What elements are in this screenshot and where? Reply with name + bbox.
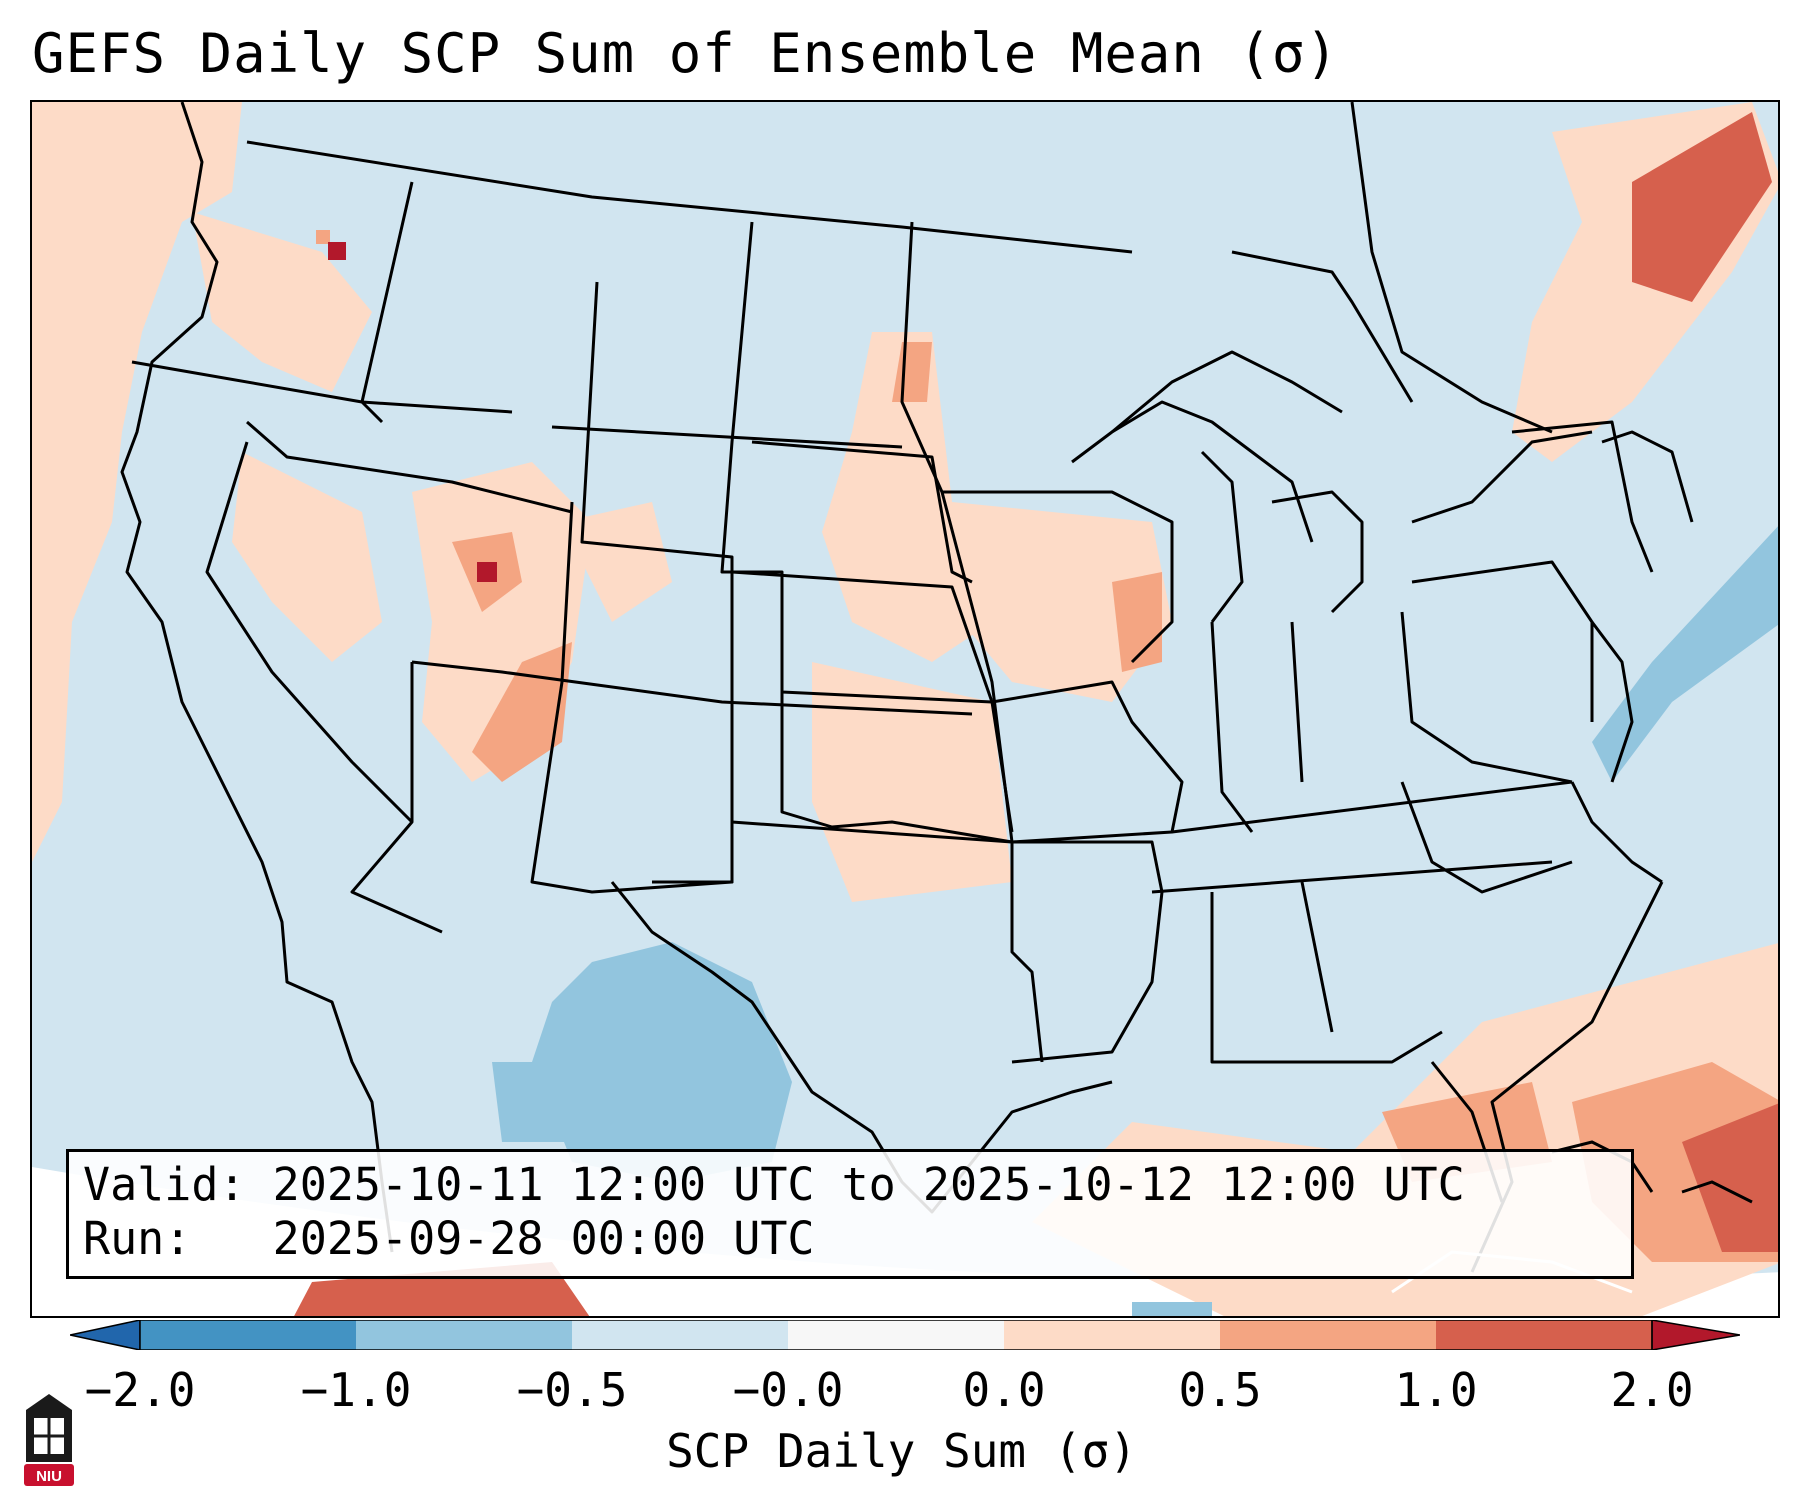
colorbar-bin-4 bbox=[788, 1320, 1004, 1350]
colorbar-bin-7 bbox=[1436, 1320, 1652, 1350]
kansas-oklahoma-anomaly bbox=[812, 662, 1012, 902]
wyoming-anomaly bbox=[562, 502, 672, 622]
oklahoma-border bbox=[780, 692, 1013, 844]
washington-anomaly-mid bbox=[316, 230, 330, 244]
map-frame bbox=[30, 100, 1780, 1318]
page-title: GEFS Daily SCP Sum of Ensemble Mean (σ) bbox=[32, 22, 1339, 85]
map-canvas bbox=[32, 102, 1778, 1316]
hispaniola-coast bbox=[1681, 1180, 1753, 1204]
pennsylvania-border bbox=[1411, 560, 1594, 722]
maine-border bbox=[1601, 430, 1694, 523]
colorbar-bin-2 bbox=[356, 1320, 572, 1350]
lake-superior-shore bbox=[1111, 350, 1343, 434]
colorbar-tick-label: −1.0 bbox=[300, 1363, 412, 1417]
colorbar-tick-label: 0.0 bbox=[962, 1363, 1046, 1417]
mexico-negative-anomaly-west bbox=[492, 1062, 592, 1142]
logo-text: NIU bbox=[36, 1468, 62, 1485]
nevada-north-border bbox=[246, 420, 573, 514]
colorbar-outline bbox=[139, 1320, 1653, 1350]
nd-sd-border bbox=[751, 440, 973, 584]
colorbar-tick-label: 2.0 bbox=[1610, 1363, 1694, 1417]
quebec-anomaly-high bbox=[1632, 112, 1772, 302]
colorbar-bin-6 bbox=[1220, 1320, 1436, 1350]
colorbar-tick-label: −0.5 bbox=[516, 1363, 628, 1417]
gulf-negative-anomaly bbox=[1132, 1302, 1212, 1316]
lake-huron-shore bbox=[1271, 490, 1364, 614]
idaho-west-border bbox=[360, 181, 414, 424]
colorbar-tick-label: −2.0 bbox=[84, 1363, 196, 1417]
arkansas-louisiana-border bbox=[1011, 840, 1164, 1064]
missouri-border bbox=[991, 680, 1184, 844]
colorbar bbox=[70, 1320, 1740, 1350]
valid-label: Valid: bbox=[83, 1158, 246, 1211]
mexico-negative-anomaly bbox=[532, 942, 792, 1182]
colorbar-tick-label: 1.0 bbox=[1394, 1363, 1478, 1417]
wyoming-utah-border bbox=[580, 281, 734, 712]
arizona-west-border bbox=[350, 662, 443, 934]
nevada-anomaly bbox=[232, 452, 382, 662]
tennessee-north-border bbox=[1171, 780, 1573, 834]
atlantic-negative-anomaly bbox=[1592, 526, 1778, 782]
illinois-east-border bbox=[1210, 621, 1254, 833]
ontario-border bbox=[1350, 102, 1553, 434]
pacific-coast-anomaly bbox=[32, 102, 242, 862]
colorbar-bin-3 bbox=[572, 1320, 788, 1350]
run-info-box: Valid: 2025-10-11 12:00 UTC to 2025-10-1… bbox=[66, 1149, 1634, 1279]
mississippi-alabama-border bbox=[1210, 892, 1443, 1064]
negative-anomaly-regions bbox=[492, 526, 1778, 1316]
niu-logo: NIU bbox=[24, 1394, 74, 1486]
canada-border-east bbox=[1231, 250, 1414, 403]
indiana-ohio-border bbox=[1290, 621, 1304, 783]
colorbar-bin-5 bbox=[1004, 1320, 1220, 1350]
iowa-anomaly bbox=[952, 502, 1172, 702]
lake-michigan-west bbox=[1200, 450, 1244, 623]
iowa-border bbox=[942, 490, 1174, 664]
west-coastline bbox=[120, 102, 394, 1253]
state-boundaries bbox=[120, 102, 1694, 1273]
tennessee-south-border bbox=[1151, 860, 1553, 894]
colorbar-extend-high bbox=[1651, 1320, 1740, 1350]
nevada-southwest-border bbox=[205, 441, 414, 824]
colorbar-extend-low bbox=[70, 1320, 141, 1350]
caribbean-anomaly-high bbox=[1682, 1103, 1778, 1252]
great-lakes-east bbox=[1411, 430, 1593, 524]
colorbar-label: SCP Daily Sum (σ) bbox=[666, 1424, 1137, 1478]
carolina-border bbox=[1400, 781, 1573, 894]
idaho-anomaly-peak bbox=[477, 562, 497, 582]
iowa-anomaly-mid bbox=[1112, 572, 1162, 672]
texas-rio-grande bbox=[610, 881, 1113, 1214]
new-england-border bbox=[1511, 420, 1654, 573]
alabama-georgia-border bbox=[1300, 881, 1334, 1033]
plains-anomaly bbox=[822, 332, 992, 662]
east-coast-carolinas bbox=[1570, 781, 1663, 884]
colorado-south-border bbox=[411, 660, 973, 716]
washington-anomaly-peak bbox=[328, 242, 346, 260]
colorbar-tick-label: 0.5 bbox=[1178, 1363, 1262, 1417]
colorbar-tick-label: −0.0 bbox=[732, 1363, 844, 1417]
logo-banner bbox=[24, 1464, 74, 1486]
colorbar-bin-1 bbox=[140, 1320, 356, 1350]
east-coast-mid-atlantic bbox=[1590, 621, 1634, 783]
canada-border-west bbox=[246, 140, 1133, 254]
valid-value: 2025-10-11 12:00 UTC to 2025-10-12 12:00… bbox=[272, 1158, 1465, 1211]
run-label: Run: bbox=[83, 1212, 192, 1265]
washington-anomaly bbox=[192, 212, 372, 392]
ohio-wv-border bbox=[1400, 611, 1573, 784]
wyoming-north-border bbox=[551, 425, 903, 449]
run-value: 2025-09-28 00:00 UTC bbox=[272, 1212, 815, 1265]
